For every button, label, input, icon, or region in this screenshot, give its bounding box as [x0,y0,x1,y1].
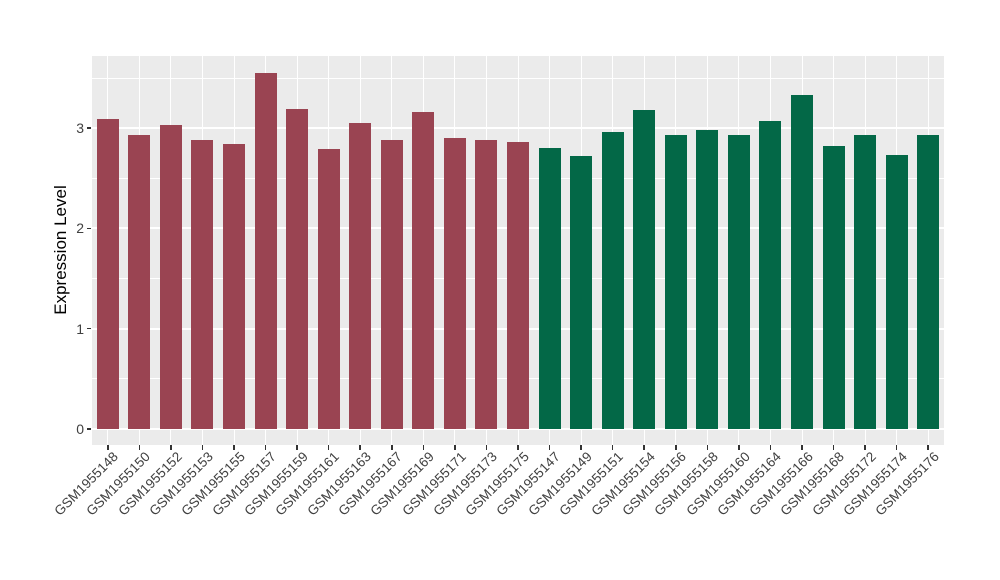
x-tick-mark [454,445,456,450]
bar-GSM1955168 [822,146,845,429]
x-tick-mark [264,445,267,450]
bar-GSM1955149 [570,156,593,429]
x-tick-mark [832,445,835,450]
x-tick-mark [706,445,709,450]
bar-GSM1955174 [885,155,908,429]
x-tick-mark [391,445,393,450]
bar-GSM1955152 [159,125,182,429]
bar-GSM1955160 [727,135,750,429]
x-tick-mark [422,445,425,450]
bar-GSM1955164 [759,121,782,429]
bar-GSM1955172 [854,135,877,429]
bar-GSM1955148 [96,119,119,429]
x-tick-mark [327,445,330,450]
y-tick-label: 0 [76,420,84,437]
bar-GSM1955167 [380,140,403,429]
x-tick-mark [738,445,740,450]
x-tick-mark [580,445,582,450]
x-tick-mark [233,445,235,450]
plot-panel [92,56,944,445]
bar-GSM1955155 [223,144,245,429]
bar-GSM1955171 [443,138,466,429]
bar-GSM1955159 [286,109,309,429]
x-tick-mark [517,445,519,450]
y-tick-mark [87,428,91,430]
bar-GSM1955156 [664,135,687,429]
bar-GSM1955154 [633,110,656,429]
bar-GSM1955153 [191,140,214,429]
bar-GSM1955169 [412,112,435,429]
x-tick-mark [359,445,361,450]
x-tick-mark [611,445,614,450]
bar-GSM1955161 [317,149,340,429]
x-tick-mark [138,445,141,450]
bar-GSM1955166 [791,95,813,429]
x-tick-mark [107,445,109,450]
bar-GSM1955157 [254,73,277,429]
y-tick-mark [87,127,91,129]
y-tick-label: 3 [76,120,84,137]
bar-GSM1955151 [601,132,624,429]
bar-GSM1955176 [917,135,940,429]
bar-GSM1955173 [475,140,498,429]
x-tick-mark [643,445,645,450]
x-tick-mark [895,445,898,450]
x-tick-mark [201,445,204,450]
x-tick-mark [296,445,298,450]
x-tick-mark [864,445,866,450]
y-axis-title: Expression Level [51,185,70,315]
x-tick-mark [485,445,488,450]
bar-GSM1955163 [349,123,372,429]
x-tick-mark [548,445,551,450]
y-tick-label: 1 [76,320,84,337]
x-tick-mark [769,445,772,450]
bar-GSM1955158 [696,130,719,429]
x-tick-mark [170,445,172,450]
bar-GSM1955150 [128,135,151,429]
y-tick-label: 2 [76,220,84,237]
y-tick-mark [87,227,91,230]
x-tick-mark [675,445,677,450]
y-tick-mark [87,327,91,330]
x-tick-mark [801,445,803,450]
bar-GSM1955175 [507,142,529,429]
bar-GSM1955147 [538,148,561,429]
x-tick-mark [927,445,929,450]
